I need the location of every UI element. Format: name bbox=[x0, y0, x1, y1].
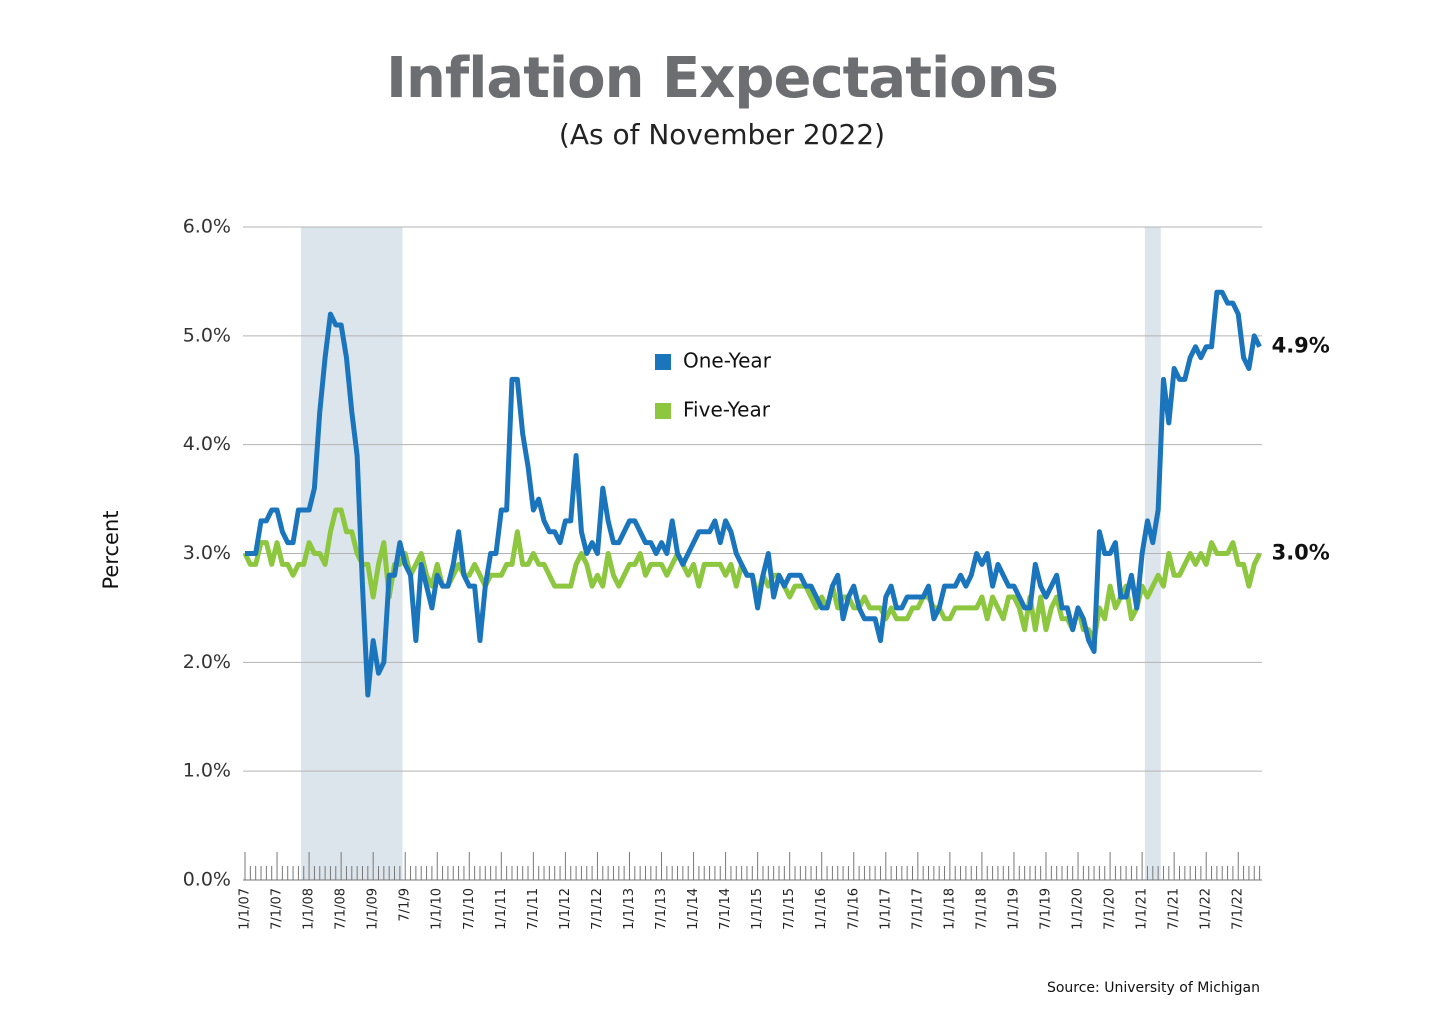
chart-title: Inflation Expectations bbox=[386, 46, 1058, 111]
x-tick-label: 7/1/18 bbox=[974, 888, 989, 930]
x-tick-label: 7/1/13 bbox=[654, 888, 669, 930]
y-axis-label: Percent bbox=[99, 510, 123, 589]
x-tick-label: 1/1/21 bbox=[1135, 888, 1150, 930]
x-tick-label: 1/1/20 bbox=[1071, 888, 1086, 930]
x-tick-label: 7/1/21 bbox=[1167, 888, 1182, 930]
x-tick-label: 7/1/16 bbox=[846, 888, 861, 930]
x-tick-label: 7/1/17 bbox=[910, 888, 925, 930]
x-tick-label: 1/1/13 bbox=[622, 888, 637, 930]
chart-subtitle: (As of November 2022) bbox=[559, 118, 885, 151]
x-tick-label: 7/1/12 bbox=[590, 888, 605, 930]
x-tick-label: 1/1/11 bbox=[494, 888, 509, 930]
x-tick-label: 1/1/14 bbox=[686, 888, 701, 930]
y-tick-label: 3.0% bbox=[183, 542, 231, 564]
x-tick-label: 1/1/18 bbox=[942, 888, 957, 930]
x-tick-label: 1/1/22 bbox=[1199, 888, 1214, 930]
legend-label: Five-Year bbox=[683, 398, 771, 422]
y-tick-label: 4.0% bbox=[183, 433, 231, 455]
x-tick-label: 7/1/14 bbox=[718, 888, 733, 930]
legend-swatch bbox=[655, 354, 671, 370]
end-label: 4.9% bbox=[1272, 334, 1330, 358]
x-tick-label: 1/1/10 bbox=[430, 888, 445, 930]
x-tick-label: 7/1/20 bbox=[1103, 888, 1118, 930]
series-line bbox=[245, 289, 1262, 698]
x-tick-label: 1/1/07 bbox=[238, 888, 253, 930]
x-tick-label: 7/1/11 bbox=[526, 888, 541, 930]
x-tick-label: 7/1/15 bbox=[782, 888, 797, 930]
legend-label: One-Year bbox=[683, 349, 772, 373]
end-label: 3.0% bbox=[1272, 541, 1330, 565]
x-tick-label: 1/1/17 bbox=[878, 888, 893, 930]
x-tick-label: 1/1/16 bbox=[814, 888, 829, 930]
y-tick-label: 0.0% bbox=[183, 869, 231, 891]
y-tick-label: 6.0% bbox=[183, 216, 231, 238]
x-tick-label: 7/1/22 bbox=[1231, 888, 1246, 930]
x-tick-label: 7/1/19 bbox=[1039, 888, 1054, 930]
x-tick-label: 7/1/9 bbox=[398, 888, 413, 922]
x-tick-label: 1/1/15 bbox=[750, 888, 765, 930]
y-tick-label: 2.0% bbox=[183, 651, 231, 673]
x-tick-label: 1/1/12 bbox=[558, 888, 573, 930]
x-tick-label: 1/1/09 bbox=[366, 888, 381, 930]
x-tick-label: 1/1/19 bbox=[1006, 888, 1021, 930]
x-tick-label: 7/1/08 bbox=[334, 888, 349, 930]
source-note: Source: University of Michigan bbox=[1047, 980, 1260, 996]
legend-swatch bbox=[655, 403, 671, 419]
y-tick-label: 1.0% bbox=[183, 760, 231, 782]
x-tick-label: 7/1/07 bbox=[270, 888, 285, 930]
y-tick-label: 5.0% bbox=[183, 324, 231, 346]
x-tick-label: 7/1/10 bbox=[462, 888, 477, 930]
x-tick-label: 1/1/08 bbox=[302, 888, 317, 930]
